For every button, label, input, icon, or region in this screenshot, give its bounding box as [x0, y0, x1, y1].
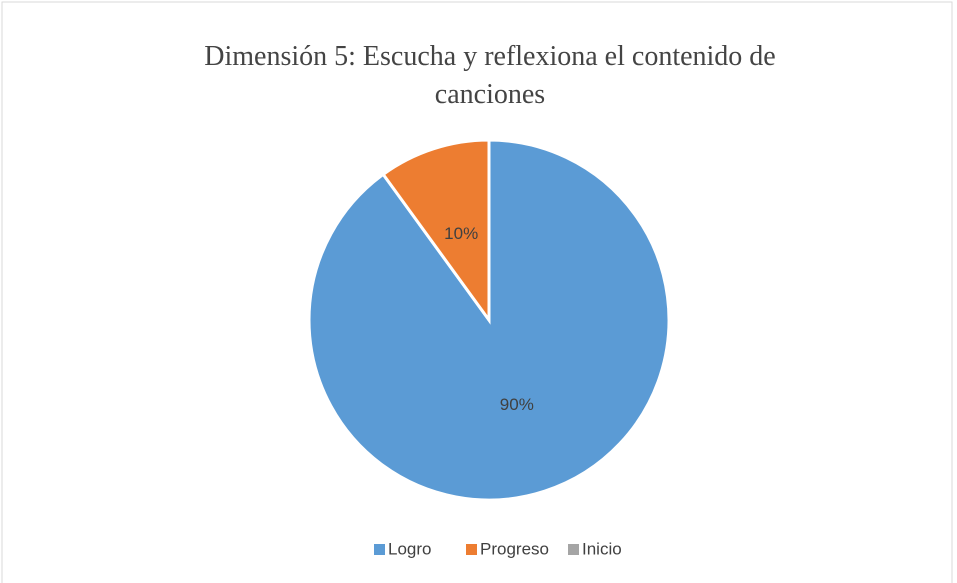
legend-swatch: [466, 544, 477, 555]
legend-label: Progreso: [480, 539, 549, 558]
legend-label: Inicio: [582, 539, 622, 558]
data-label: 90%: [500, 395, 534, 414]
data-label: 10%: [444, 224, 478, 243]
legend-swatch: [568, 544, 579, 555]
legend-label: Logro: [388, 539, 431, 558]
pie-slice: [381, 138, 491, 325]
legend-swatch: [374, 544, 385, 555]
chart-title: Dimensión 5: Escucha y reflexiona el con…: [204, 41, 776, 110]
